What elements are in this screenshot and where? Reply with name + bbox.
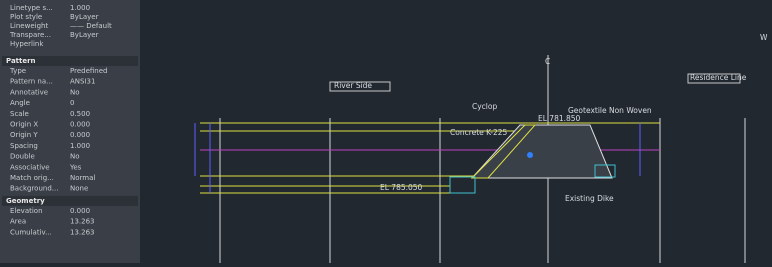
property-label: Plot style xyxy=(10,13,42,21)
property-value: 0 xyxy=(70,99,74,107)
property-value: 13.263 xyxy=(70,228,95,236)
property-value: 1.000 xyxy=(70,142,90,150)
drawing-label: C xyxy=(545,57,550,66)
property-value: 0.000 xyxy=(70,207,90,215)
property-label: Cumulativ... xyxy=(10,228,52,236)
property-value: ByLayer xyxy=(70,13,99,21)
property-value: No xyxy=(70,88,80,96)
drawing-label: Cyclop xyxy=(472,102,497,111)
drawing-label: Geotextile Non Woven xyxy=(568,106,652,115)
property-value: 13.263 xyxy=(70,218,95,226)
property-label: Type xyxy=(9,67,26,75)
property-label: Lineweight xyxy=(10,22,48,30)
property-label: Spacing xyxy=(10,142,38,150)
property-value: 0.000 xyxy=(70,121,90,129)
property-label: Hyperlink xyxy=(10,40,44,48)
drawing-label: W xyxy=(760,33,768,42)
page: Linetype s... 1.000 Plot style ByLayer Linew… xyxy=(0,0,772,263)
property-label: Elevation xyxy=(10,207,43,215)
drawing-label: EL 781.850 xyxy=(538,114,581,123)
property-value: ANSI31 xyxy=(70,78,95,86)
property-label: Background... xyxy=(10,185,58,193)
property-label: Linetype s... xyxy=(10,4,53,12)
property-label: Origin Y xyxy=(10,131,38,139)
property-label: Annotative xyxy=(10,88,48,96)
property-label: Double xyxy=(10,153,35,161)
drawing-label: Existing Dike xyxy=(565,194,614,203)
screen: Linetype s... 1.000 Plot style ByLayer Linew… xyxy=(0,0,772,263)
property-label: Origin X xyxy=(10,121,38,129)
property-label: Pattern na... xyxy=(10,78,53,86)
drawing-label: River Side xyxy=(334,81,372,90)
grip xyxy=(527,152,533,158)
property-label: Angle xyxy=(10,99,30,107)
property-value: Predefined xyxy=(70,67,107,75)
property-value: None xyxy=(70,185,88,193)
drawing-label: Concrete K-225 xyxy=(450,128,508,137)
section-header: Pattern xyxy=(6,57,36,65)
property-value: 0.000 xyxy=(70,131,90,139)
section-header: Geometry xyxy=(6,197,45,205)
property-label: Transpare... xyxy=(9,31,51,39)
property-value: —— Default xyxy=(70,22,112,30)
drawing-label: EL 785.050 xyxy=(380,183,423,192)
property-value: No xyxy=(70,153,80,161)
property-value: 1.000 xyxy=(70,4,90,12)
property-value: Yes xyxy=(69,163,82,171)
property-label: Match orig... xyxy=(10,174,54,182)
property-value: Normal xyxy=(70,174,95,182)
property-value: ByLayer xyxy=(70,31,99,39)
property-label: Area xyxy=(10,218,26,226)
property-value: 0.500 xyxy=(70,110,90,118)
drawing-label: Residence Line xyxy=(690,73,747,82)
property-label: Associative xyxy=(10,163,50,171)
property-label: Scale xyxy=(10,110,29,118)
